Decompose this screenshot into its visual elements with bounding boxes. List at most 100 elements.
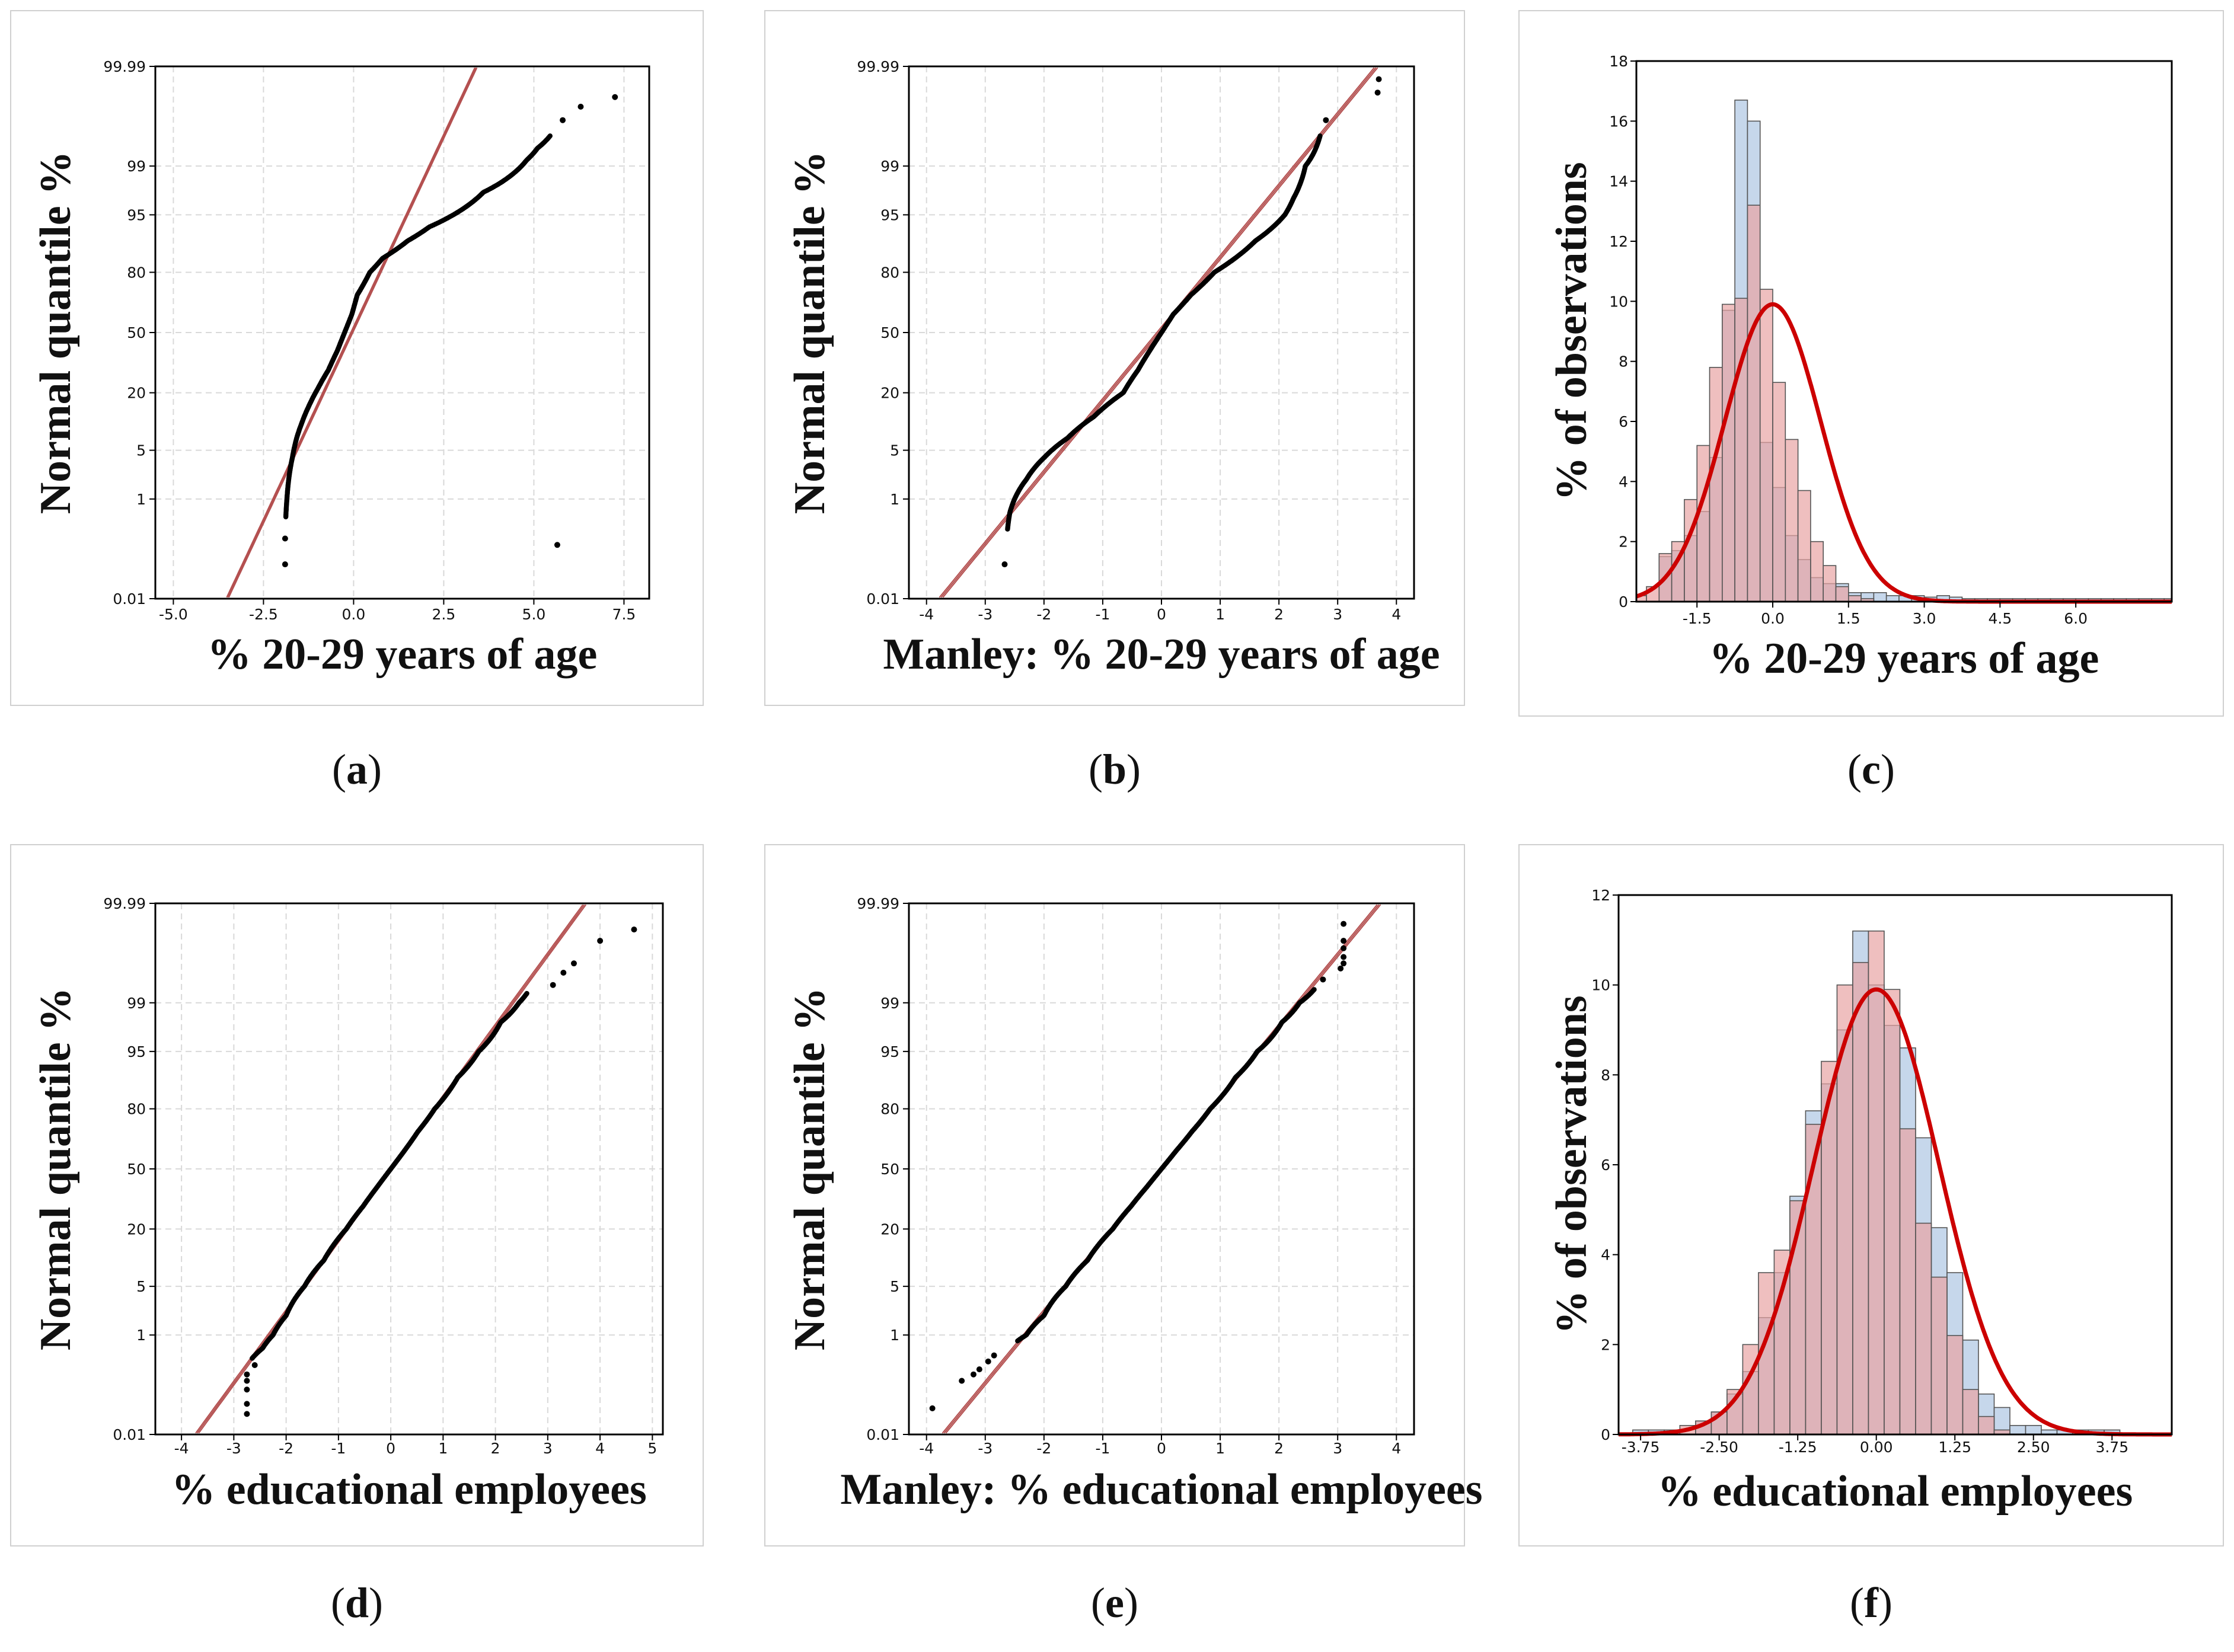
y-tick-label: 2 bbox=[1619, 533, 1628, 551]
histogram-bar bbox=[1946, 1335, 1964, 1435]
paren-close: ) bbox=[1878, 1579, 1892, 1627]
y-tick-label: 50 bbox=[880, 1161, 899, 1178]
x-tick-label: 7.5 bbox=[612, 606, 636, 623]
x-axis-title: % 20-29 years of age bbox=[208, 630, 598, 679]
x-tick-label: 3.75 bbox=[2095, 1439, 2128, 1456]
panel-label: (f) bbox=[1850, 1579, 1892, 1627]
panel-letter: b bbox=[1103, 746, 1126, 793]
x-tick-label: -2 bbox=[1036, 606, 1051, 623]
x-tick-label: 3.0 bbox=[1913, 610, 1936, 627]
reference-line bbox=[226, 67, 475, 598]
paren-close: ) bbox=[1124, 1579, 1138, 1627]
outlier-point bbox=[1320, 976, 1326, 983]
outlier-point bbox=[244, 1371, 250, 1378]
histogram-bar bbox=[1884, 989, 1901, 1435]
histogram-bar bbox=[1785, 439, 1799, 602]
histogram-bar bbox=[1899, 1128, 1916, 1435]
histogram-bar bbox=[1885, 595, 1900, 602]
x-tick-label: -5.0 bbox=[159, 606, 188, 623]
x-tick-label: 5.0 bbox=[522, 606, 546, 623]
panel-e: 0.01 1 5 20 50 80 95 99 99.99 -4 -3 -2 -1 0 1 2 3 4 Manley… bbox=[764, 844, 1483, 1627]
histogram-bar bbox=[2025, 1425, 2042, 1435]
y-tick-label: 80 bbox=[127, 264, 146, 281]
x-tick-label: -4 bbox=[174, 1440, 189, 1457]
histogram-bar bbox=[1915, 1222, 1932, 1435]
x-tick-label: -2 bbox=[279, 1440, 293, 1457]
y-axis-title: % of observations bbox=[1547, 162, 1596, 500]
data-points bbox=[1001, 76, 1382, 568]
y-tick-label: 95 bbox=[880, 1043, 899, 1060]
x-tick-label: 0.00 bbox=[1860, 1439, 1893, 1456]
normal-curve bbox=[1619, 987, 2172, 1437]
x-axis-title: Manley: % 20-29 years of age bbox=[883, 630, 1440, 679]
y-tick-label: 99.99 bbox=[857, 58, 899, 75]
histogram-bar bbox=[1852, 961, 1869, 1435]
panel-letter: e bbox=[1105, 1579, 1124, 1627]
outlier-point bbox=[929, 1405, 936, 1411]
outlier-point bbox=[597, 938, 604, 944]
x-tick-label: 0.0 bbox=[1761, 610, 1785, 627]
paren-open: ( bbox=[1847, 746, 1862, 793]
x-tick-label: 4 bbox=[1392, 1440, 1401, 1457]
x-tick-label: 2 bbox=[491, 1440, 500, 1457]
y-tick-label: 8 bbox=[1601, 1066, 1610, 1084]
panel-letter: f bbox=[1864, 1579, 1879, 1627]
y-tick-label: 12 bbox=[1591, 887, 1610, 904]
y-tick-label: 18 bbox=[1609, 53, 1628, 70]
x-tick-label: 1 bbox=[1215, 1440, 1225, 1457]
histogram-bar bbox=[1835, 586, 1849, 602]
reference-line bbox=[227, 67, 477, 598]
panel-frame bbox=[764, 10, 1465, 706]
panel-label: (a) bbox=[332, 746, 382, 793]
y-axis-title: Normal quantile % bbox=[786, 988, 834, 1351]
outlier-point bbox=[1001, 561, 1008, 568]
y-tick-label: 95 bbox=[127, 1043, 146, 1060]
outlier-point bbox=[244, 1386, 250, 1393]
y-tick-label: 10 bbox=[1609, 293, 1628, 310]
x-tick-label: 0 bbox=[386, 1440, 395, 1457]
data-point bbox=[1311, 987, 1317, 992]
panel-a: 0.01 1 5 20 50 80 95 99 99.99 -5.0 -2.5 0.0 2.5 5.0 7.… bbox=[10, 10, 704, 793]
y-tick-label: 99 bbox=[880, 158, 899, 175]
x-axis-title: Manley: % educational employees bbox=[840, 1465, 1482, 1514]
panel-label: (c) bbox=[1847, 746, 1895, 793]
x-tick-label: 2 bbox=[1274, 606, 1284, 623]
y-tick-label: 50 bbox=[880, 324, 899, 341]
y-tick-label: 0.01 bbox=[113, 590, 146, 608]
histogram-bar bbox=[1789, 1200, 1807, 1435]
y-tick-label: 2 bbox=[1601, 1336, 1610, 1353]
histogram-bar bbox=[1709, 366, 1723, 602]
x-tick-label: 5 bbox=[647, 1440, 657, 1457]
x-tick-label: 4.5 bbox=[1988, 610, 2012, 627]
histogram-bar bbox=[1930, 1276, 1948, 1435]
y-tick-label: 1 bbox=[136, 1327, 146, 1344]
histogram-bar bbox=[1847, 595, 1862, 602]
y-tick-label: 20 bbox=[880, 385, 899, 402]
outlier-point bbox=[1341, 938, 1347, 944]
outlier-point bbox=[612, 94, 618, 100]
x-tick-label: 3 bbox=[1333, 1440, 1342, 1457]
x-tick-label: 2 bbox=[1274, 1440, 1284, 1457]
y-tick-label: 6 bbox=[1619, 413, 1628, 430]
y-tick-label: 8 bbox=[1619, 353, 1628, 370]
y-tick-label: 1 bbox=[890, 491, 899, 508]
x-axis-title: % educational employees bbox=[171, 1465, 647, 1514]
histogram-bar bbox=[1759, 289, 1773, 602]
x-tick-label: -1 bbox=[1095, 606, 1110, 623]
histogram-bar bbox=[2009, 1425, 2026, 1435]
y-tick-label: 5 bbox=[890, 1278, 899, 1295]
outlier-point bbox=[1341, 945, 1347, 951]
y-axis-title: Normal quantile % bbox=[31, 988, 80, 1351]
y-tick-label: 50 bbox=[127, 324, 146, 341]
x-tick-label: 3 bbox=[543, 1440, 553, 1457]
x-tick-label: 4 bbox=[1392, 606, 1401, 623]
histogram-bar bbox=[1836, 984, 1853, 1435]
y-tick-label: 80 bbox=[127, 1101, 146, 1118]
y-tick-label: 95 bbox=[880, 206, 899, 223]
y-tick-label: 10 bbox=[1591, 977, 1610, 994]
outlier-point bbox=[1341, 954, 1347, 960]
panel-label: (b) bbox=[1089, 746, 1141, 793]
data-point bbox=[547, 133, 553, 139]
